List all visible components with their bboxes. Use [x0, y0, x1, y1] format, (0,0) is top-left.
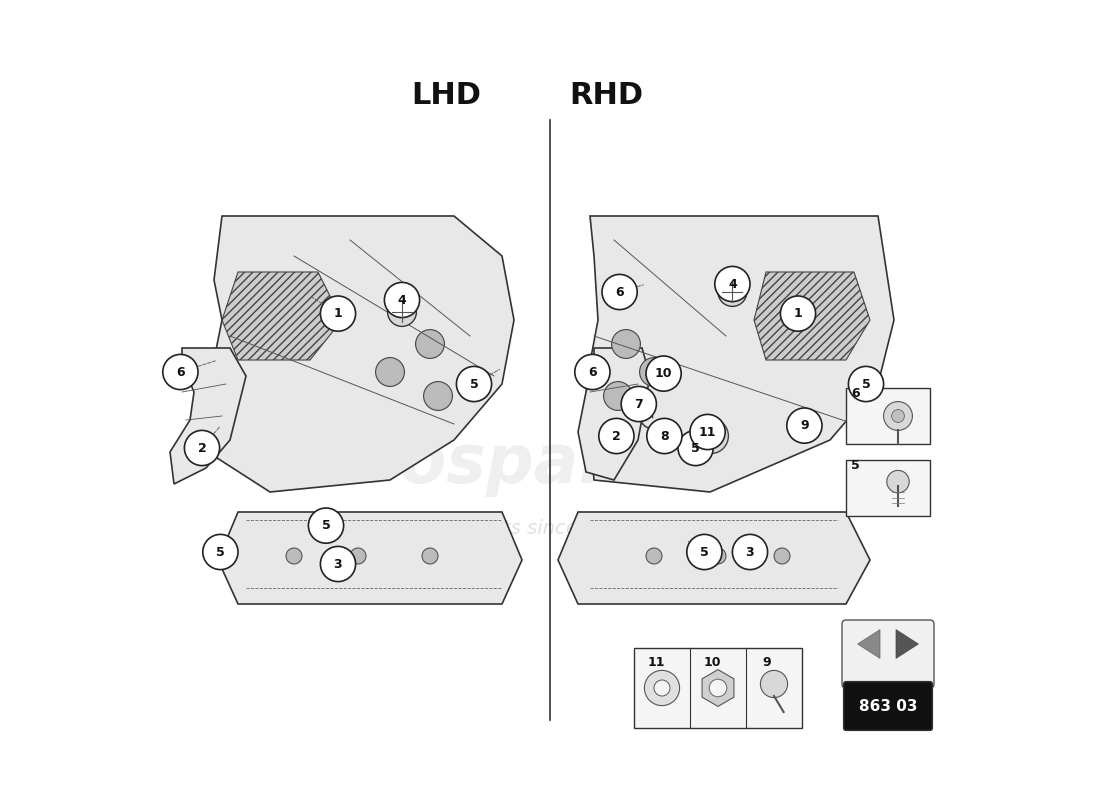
Circle shape — [163, 354, 198, 390]
Text: 1: 1 — [793, 307, 802, 320]
Circle shape — [710, 548, 726, 564]
FancyBboxPatch shape — [842, 620, 934, 688]
Text: 5: 5 — [216, 546, 224, 558]
Circle shape — [780, 296, 815, 331]
Polygon shape — [754, 272, 870, 360]
Circle shape — [645, 670, 680, 706]
Text: 5: 5 — [470, 378, 478, 390]
Circle shape — [575, 354, 611, 390]
Circle shape — [422, 548, 438, 564]
Circle shape — [848, 366, 883, 402]
Text: 8: 8 — [660, 430, 669, 442]
Circle shape — [185, 430, 220, 466]
Circle shape — [602, 274, 637, 310]
Circle shape — [598, 418, 634, 454]
Circle shape — [686, 534, 722, 570]
Circle shape — [774, 548, 790, 564]
Circle shape — [786, 408, 822, 443]
Text: 10: 10 — [704, 656, 722, 669]
Circle shape — [715, 266, 750, 302]
Text: LHD: LHD — [411, 82, 481, 110]
Circle shape — [202, 534, 238, 570]
Circle shape — [320, 296, 355, 331]
Circle shape — [416, 330, 444, 358]
Text: 4: 4 — [397, 294, 406, 306]
Text: 3: 3 — [746, 546, 755, 558]
Text: 5: 5 — [850, 459, 859, 472]
Circle shape — [654, 680, 670, 696]
Circle shape — [612, 330, 640, 358]
Circle shape — [286, 548, 302, 564]
Text: a passion for parts since 1985: a passion for parts since 1985 — [339, 518, 634, 538]
Polygon shape — [578, 348, 650, 480]
Circle shape — [320, 546, 355, 582]
FancyBboxPatch shape — [634, 648, 802, 728]
Circle shape — [733, 534, 768, 570]
Circle shape — [760, 670, 788, 698]
Text: 2: 2 — [198, 442, 207, 454]
Polygon shape — [170, 348, 246, 484]
Polygon shape — [663, 426, 674, 442]
Text: 6: 6 — [176, 366, 185, 378]
Circle shape — [350, 548, 366, 564]
Text: 6: 6 — [588, 366, 596, 378]
Text: 1: 1 — [333, 307, 342, 320]
Text: 6: 6 — [850, 387, 859, 400]
Text: 9: 9 — [800, 419, 808, 432]
Polygon shape — [702, 670, 734, 706]
Text: 863 03: 863 03 — [859, 699, 917, 714]
Circle shape — [375, 358, 405, 386]
Circle shape — [621, 386, 657, 422]
Circle shape — [604, 382, 632, 410]
Text: RHD: RHD — [569, 82, 644, 110]
Circle shape — [456, 366, 492, 402]
Text: 11: 11 — [698, 426, 716, 438]
Polygon shape — [586, 216, 894, 492]
Polygon shape — [218, 512, 522, 604]
Circle shape — [424, 382, 452, 410]
Text: 6: 6 — [615, 286, 624, 298]
Text: eurospares: eurospares — [275, 431, 696, 497]
Circle shape — [308, 508, 343, 543]
Text: 11: 11 — [648, 656, 666, 669]
FancyBboxPatch shape — [846, 460, 929, 516]
Circle shape — [678, 430, 713, 466]
Circle shape — [718, 278, 747, 306]
Text: 7: 7 — [635, 398, 643, 410]
Circle shape — [693, 418, 728, 454]
Circle shape — [892, 410, 904, 422]
Text: 5: 5 — [861, 378, 870, 390]
Circle shape — [710, 679, 727, 697]
Circle shape — [647, 418, 682, 454]
Text: 9: 9 — [762, 656, 771, 669]
Circle shape — [384, 282, 419, 318]
Circle shape — [646, 548, 662, 564]
Text: 4: 4 — [728, 278, 737, 290]
Circle shape — [639, 358, 669, 386]
Circle shape — [703, 428, 718, 444]
Text: 3: 3 — [333, 558, 342, 570]
Circle shape — [887, 470, 910, 493]
Polygon shape — [558, 512, 870, 604]
Text: 10: 10 — [654, 367, 672, 380]
Circle shape — [646, 356, 681, 391]
Circle shape — [387, 298, 417, 326]
FancyBboxPatch shape — [846, 388, 929, 444]
Polygon shape — [896, 630, 918, 658]
Text: 5: 5 — [321, 519, 330, 532]
Text: 2: 2 — [612, 430, 620, 442]
Polygon shape — [858, 630, 880, 658]
Circle shape — [690, 414, 725, 450]
Circle shape — [883, 402, 912, 430]
Text: 5: 5 — [691, 442, 700, 454]
Polygon shape — [206, 216, 514, 492]
Polygon shape — [222, 272, 342, 360]
Text: 5: 5 — [700, 546, 708, 558]
FancyBboxPatch shape — [844, 682, 933, 730]
